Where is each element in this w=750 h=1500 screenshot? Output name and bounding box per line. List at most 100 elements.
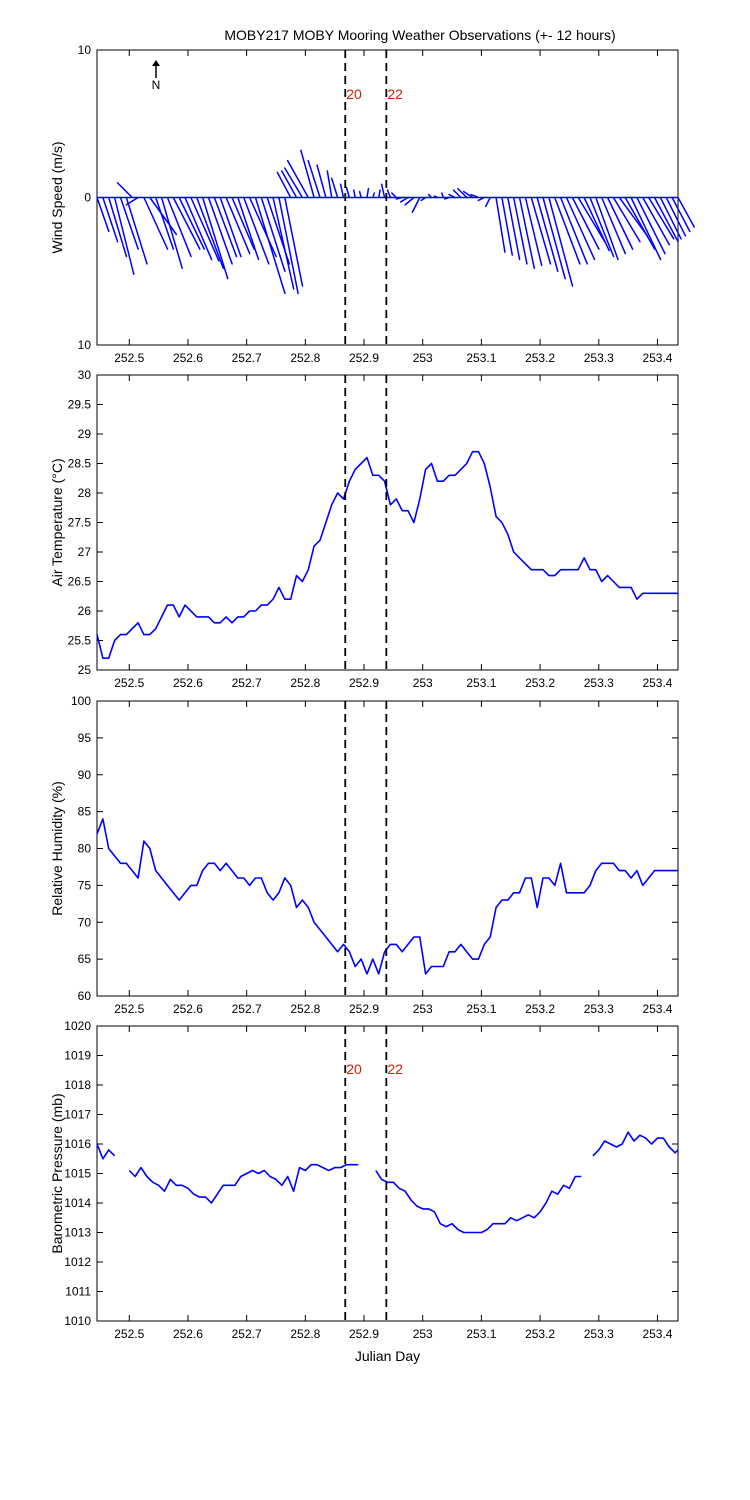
y-tick-label: 70: [78, 915, 92, 929]
wind-vector: [448, 193, 456, 199]
wind-vector: [190, 196, 220, 262]
wind-vector: [300, 149, 315, 199]
wind-vector: [276, 171, 292, 199]
wind-vector: [386, 189, 392, 199]
time-marker-label: 20: [346, 86, 362, 102]
y-tick-label: 26.5: [68, 575, 92, 589]
wind-speed-panel: 252.5 252.6 252.7 252.8 252.9 253 253.1 253.2 25…: [49, 43, 695, 365]
wind-vector: [125, 196, 148, 265]
barometric-pressure-panel: 252.5 252.6 252.7 252.8 252.9 253 253.1 253.2 25…: [49, 1019, 679, 1364]
wind-vector: [571, 196, 600, 250]
wind-vector: [470, 193, 480, 199]
wind-vector: [116, 182, 133, 199]
x-tick-label: 253: [413, 676, 433, 690]
y-tick-label: 1019: [64, 1049, 91, 1063]
wind-vector: [457, 187, 468, 199]
y-tick-label: 80: [78, 842, 92, 856]
series-line: [96, 1143, 116, 1160]
series-line: [96, 450, 678, 660]
wind-vector: [636, 196, 666, 255]
time-marker-label: 22: [387, 86, 403, 102]
wind-vector: [642, 196, 671, 246]
wind-vector: [404, 196, 415, 206]
wind-vector: [452, 189, 462, 199]
wind-vector: [530, 196, 552, 265]
wind-vector: [411, 196, 421, 213]
wind-vector: [600, 196, 627, 255]
x-tick-label: 252.7: [232, 1327, 262, 1341]
x-tick-label: 252.6: [173, 351, 203, 365]
y-tick-label: 75: [78, 878, 92, 892]
y-tick-label: 26: [78, 604, 92, 618]
wind-vector: [326, 170, 333, 199]
wind-vector: [665, 196, 687, 237]
y-tick-label: 28: [78, 486, 92, 500]
x-tick-label: 253.4: [642, 351, 672, 365]
wind-vector: [565, 196, 596, 261]
wind-vector: [624, 196, 656, 250]
y-tick-label: 1015: [64, 1167, 91, 1181]
y-tick-label: 29: [78, 427, 92, 441]
wind-vector: [248, 196, 277, 258]
x-tick-label: 253.3: [584, 676, 614, 690]
y-tick-label: 30: [78, 368, 92, 382]
wind-vector: [96, 196, 110, 233]
series-line: [375, 1170, 582, 1234]
y-tick-label: 1011: [65, 1285, 91, 1299]
y-tick-label: 25: [78, 663, 92, 677]
x-tick-label: 253.1: [466, 1002, 496, 1016]
wind-vector: [477, 196, 486, 202]
wind-vector: [647, 196, 675, 240]
wind-vector: [677, 196, 695, 228]
series-line: [592, 1131, 679, 1157]
wind-vector: [395, 196, 403, 200]
wind-vector: [536, 196, 559, 272]
north-label: N: [152, 78, 161, 92]
x-tick-label: 253.2: [525, 1002, 555, 1016]
wind-vector: [149, 196, 178, 236]
wind-vector: [606, 196, 634, 250]
y-tick-label: 1012: [64, 1255, 91, 1269]
x-tick-label: 253.3: [584, 351, 614, 365]
wind-vector: [441, 192, 445, 199]
y-tick-label: 100: [71, 694, 91, 708]
wind-vector: [160, 196, 183, 270]
north-arrow-head: [152, 60, 160, 66]
wind-vector: [166, 196, 192, 258]
time-marker-label: 22: [387, 1061, 403, 1077]
relative-humidity-panel: 252.5 252.6 252.7 252.8 252.9 253 253.1 253.2 25…: [49, 694, 679, 1016]
y-tick-label: 90: [78, 768, 92, 782]
x-tick-label: 252.5: [114, 676, 144, 690]
wind-vector: [254, 196, 286, 295]
wind-vector: [495, 196, 506, 253]
wind-vector: [443, 196, 450, 200]
wind-vector: [278, 196, 299, 295]
y-tick-label: 1018: [64, 1078, 91, 1092]
x-tick-label: 253.2: [525, 351, 555, 365]
wind-vector: [225, 196, 251, 255]
wind-vector: [196, 196, 225, 270]
y-axis-label: Wind Speed (m/s): [49, 141, 65, 253]
wind-vector: [125, 196, 139, 206]
north-arrow: N: [152, 60, 161, 92]
wind-vector: [501, 196, 514, 256]
wind-vector: [377, 189, 381, 199]
wind-vector: [433, 195, 439, 199]
wind-vector: [231, 196, 255, 250]
wind-vector: [107, 196, 128, 258]
x-tick-label: 252.5: [114, 1327, 144, 1341]
wind-vector: [366, 187, 370, 199]
wind-vector: [178, 196, 205, 250]
wind-vector: [119, 196, 139, 250]
wind-vector: [391, 192, 398, 199]
air-temperature-panel: 252.5 252.6 252.7 252.8 252.9 253 253.1 253.2 25…: [49, 368, 679, 690]
x-tick-label: 253: [413, 1002, 433, 1016]
y-tick-label: 1016: [64, 1137, 91, 1151]
wind-vector: [630, 196, 662, 261]
wind-vector: [352, 189, 356, 199]
x-tick-label: 253.1: [466, 676, 496, 690]
y-tick-label: 60: [78, 989, 92, 1003]
y-tick-label: 1020: [64, 1019, 91, 1033]
wind-vector: [659, 196, 682, 240]
